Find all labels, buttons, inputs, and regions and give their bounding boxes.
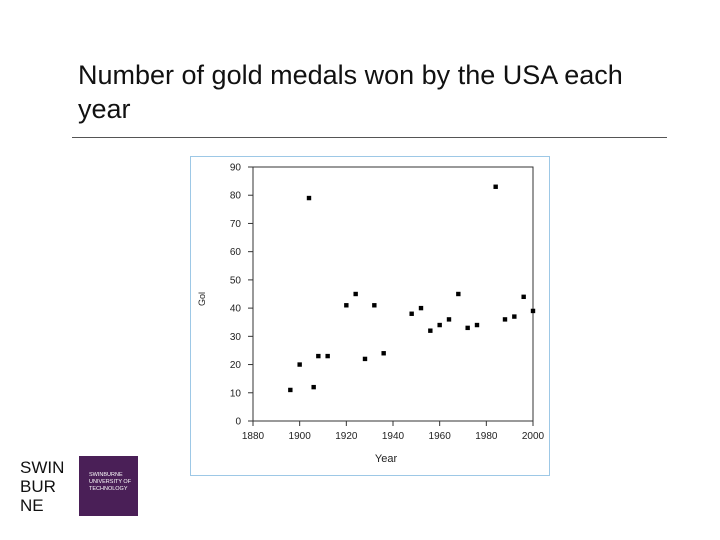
- axes: 0 10 20 30 40 50 60 70 80 90 1880 1900 1920 1940 1960 1…: [230, 163, 545, 443]
- scatter-chart: 0 10 20 30 40 50 60 70 80 90 1880 1900 1920 1940 1960 1…: [197, 163, 545, 466]
- logo-sub-3: TECHNOLOGY: [89, 486, 128, 492]
- x-tick-label: 1880: [242, 431, 265, 442]
- chart-frame: 0 10 20 30 40 50 60 70 80 90 1880 1900 1920 1940 1960 1…: [190, 156, 550, 476]
- data-point: [353, 291, 358, 297]
- x-tick-label: 1920: [335, 431, 358, 442]
- title-divider: [72, 137, 667, 138]
- plot-border: [252, 166, 534, 422]
- data-point: [344, 303, 349, 308]
- logo-line-2: BUR: [20, 477, 56, 496]
- swinburne-logo: SWIN BUR NE SWINBURNE UNIVERSITY OF TECH…: [17, 456, 138, 516]
- data-point: [288, 387, 293, 393]
- data-point: [325, 353, 330, 359]
- data-point: [316, 353, 321, 359]
- data-point: [512, 314, 517, 319]
- data-point: [418, 305, 424, 311]
- data-point: [493, 184, 498, 189]
- data-point: [362, 356, 368, 362]
- data-point: [306, 195, 312, 201]
- data-point: [372, 303, 377, 308]
- x-tick-label: 1960: [429, 431, 452, 442]
- y-tick-label: 30: [230, 332, 242, 343]
- x-tick-label: 1900: [289, 431, 312, 442]
- y-tick-label: 50: [230, 275, 242, 286]
- data-point: [474, 322, 480, 328]
- x-tick-label: 1940: [382, 431, 405, 442]
- y-axis-label: Gol: [197, 292, 207, 306]
- data-point: [437, 322, 442, 328]
- slide-title: Number of gold medals won by the USA eac…: [78, 60, 623, 124]
- data-point: [297, 362, 302, 367]
- x-tick-label: 2000: [522, 431, 545, 442]
- data-point: [446, 317, 452, 322]
- data-point: [428, 328, 433, 333]
- data-point: [456, 291, 461, 297]
- logo-sub-2: UNIVERSITY OF: [89, 479, 132, 485]
- data-point: [409, 311, 414, 316]
- y-tick-label: 10: [230, 388, 242, 399]
- data-point: [530, 308, 536, 314]
- data-point: [465, 325, 470, 331]
- y-tick-label: 80: [230, 191, 242, 202]
- data-point: [502, 317, 508, 322]
- x-tick-label: 1980: [475, 431, 498, 442]
- y-tick-label: 20: [230, 360, 242, 371]
- y-tick-label: 90: [230, 163, 242, 174]
- y-tick-label: 60: [230, 247, 242, 258]
- y-tick-label: 0: [235, 417, 241, 428]
- logo-line-3: NE: [20, 496, 44, 515]
- y-tick-label: 70: [230, 219, 242, 230]
- logo-sub-1: SWINBURNE: [89, 472, 123, 478]
- data-point: [311, 384, 316, 390]
- logo-subtitle: SWINBURNE UNIVERSITY OF TECHNOLOGY: [79, 456, 138, 516]
- logo-line-1: SWIN: [20, 458, 65, 477]
- data-points: [288, 184, 536, 393]
- data-point: [381, 351, 386, 356]
- logo-wordmark: SWIN BUR NE: [17, 456, 77, 516]
- x-axis-label: Year: [375, 453, 398, 465]
- y-tick-label: 40: [230, 304, 242, 315]
- data-point: [521, 294, 526, 300]
